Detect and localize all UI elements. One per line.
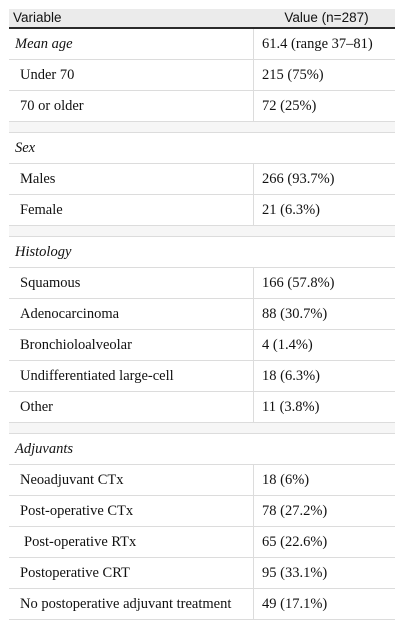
table-row: Under 70 215 (75%): [9, 60, 395, 91]
row-value: 72 (25%): [262, 98, 317, 114]
row-value: 49 (17.1%): [262, 596, 328, 612]
empty-cell: [254, 434, 395, 464]
table-row: Neoadjuvant CTx 18 (6%): [9, 465, 395, 496]
section-title-histology: Histology: [15, 244, 72, 260]
row-label: Postoperative CRT: [9, 558, 254, 588]
row-label: No postoperative adjuvant treatment: [9, 589, 254, 619]
row-value: 18 (6.3%): [262, 368, 320, 384]
patient-characteristics-table: Variable Value (n=287) Mean age 61.4 (ra…: [9, 9, 395, 620]
value-column-header: Value (n=287): [284, 10, 369, 25]
section-header-row: Adjuvants: [9, 434, 395, 465]
table-row: Squamous 166 (57.8%): [9, 268, 395, 299]
row-value: 266 (93.7%): [262, 171, 335, 187]
table-header: Variable Value (n=287): [9, 9, 395, 29]
row-label: Neoadjuvant CTx: [9, 465, 254, 495]
row-value: 95 (33.1%): [262, 565, 328, 581]
table-row: Mean age 61.4 (range 37–81): [9, 29, 395, 60]
row-label: Squamous: [9, 268, 254, 298]
table-row: Undifferentiated large-cell 18 (6.3%): [9, 361, 395, 392]
section-header-row: Sex: [9, 133, 395, 164]
mean-age-label: Mean age: [9, 29, 254, 59]
row-value: 18 (6%): [262, 472, 310, 488]
section-spacer: [9, 423, 395, 434]
table-row: No postoperative adjuvant treatment 49 (…: [9, 589, 395, 620]
row-value: 11 (3.8%): [262, 399, 320, 415]
section-spacer: [9, 122, 395, 133]
row-value: 88 (30.7%): [262, 306, 328, 322]
row-label: 70 or older: [9, 91, 254, 121]
row-value: 78 (27.2%): [262, 503, 328, 519]
table-row: Post-operative CTx 78 (27.2%): [9, 496, 395, 527]
table-row: Males 266 (93.7%): [9, 164, 395, 195]
mean-age-value: 61.4 (range 37–81): [262, 36, 373, 52]
table-row: Bronchioloalveolar 4 (1.4%): [9, 330, 395, 361]
row-value: 166 (57.8%): [262, 275, 335, 291]
row-label: Males: [9, 164, 254, 194]
row-label: Post-operative CTx: [9, 496, 254, 526]
row-value: 215 (75%): [262, 67, 324, 83]
row-label: Adenocarcinoma: [9, 299, 254, 329]
table-row: Female 21 (6.3%): [9, 195, 395, 226]
empty-cell: [254, 237, 395, 267]
row-value: 21 (6.3%): [262, 202, 320, 218]
empty-cell: [254, 133, 395, 163]
table-row: 70 or older 72 (25%): [9, 91, 395, 122]
table-row: Other 11 (3.8%): [9, 392, 395, 423]
row-label: Undifferentiated large-cell: [9, 361, 254, 391]
row-label: Post-operative RTx: [9, 527, 254, 557]
row-value: 4 (1.4%): [262, 337, 313, 353]
row-label: Other: [9, 392, 254, 422]
row-label: Female: [9, 195, 254, 225]
variable-column-header: Variable: [13, 10, 62, 25]
table-row: Adenocarcinoma 88 (30.7%): [9, 299, 395, 330]
table-row: Postoperative CRT 95 (33.1%): [9, 558, 395, 589]
row-value: 65 (22.6%): [262, 534, 328, 550]
section-spacer: [9, 226, 395, 237]
section-title-sex: Sex: [15, 140, 36, 156]
section-header-row: Histology: [9, 237, 395, 268]
row-label: Bronchioloalveolar: [9, 330, 254, 360]
section-title-adjuvants: Adjuvants: [15, 441, 73, 457]
table-row: Post-operative RTx 65 (22.6%): [9, 527, 395, 558]
row-label: Under 70: [9, 60, 254, 90]
